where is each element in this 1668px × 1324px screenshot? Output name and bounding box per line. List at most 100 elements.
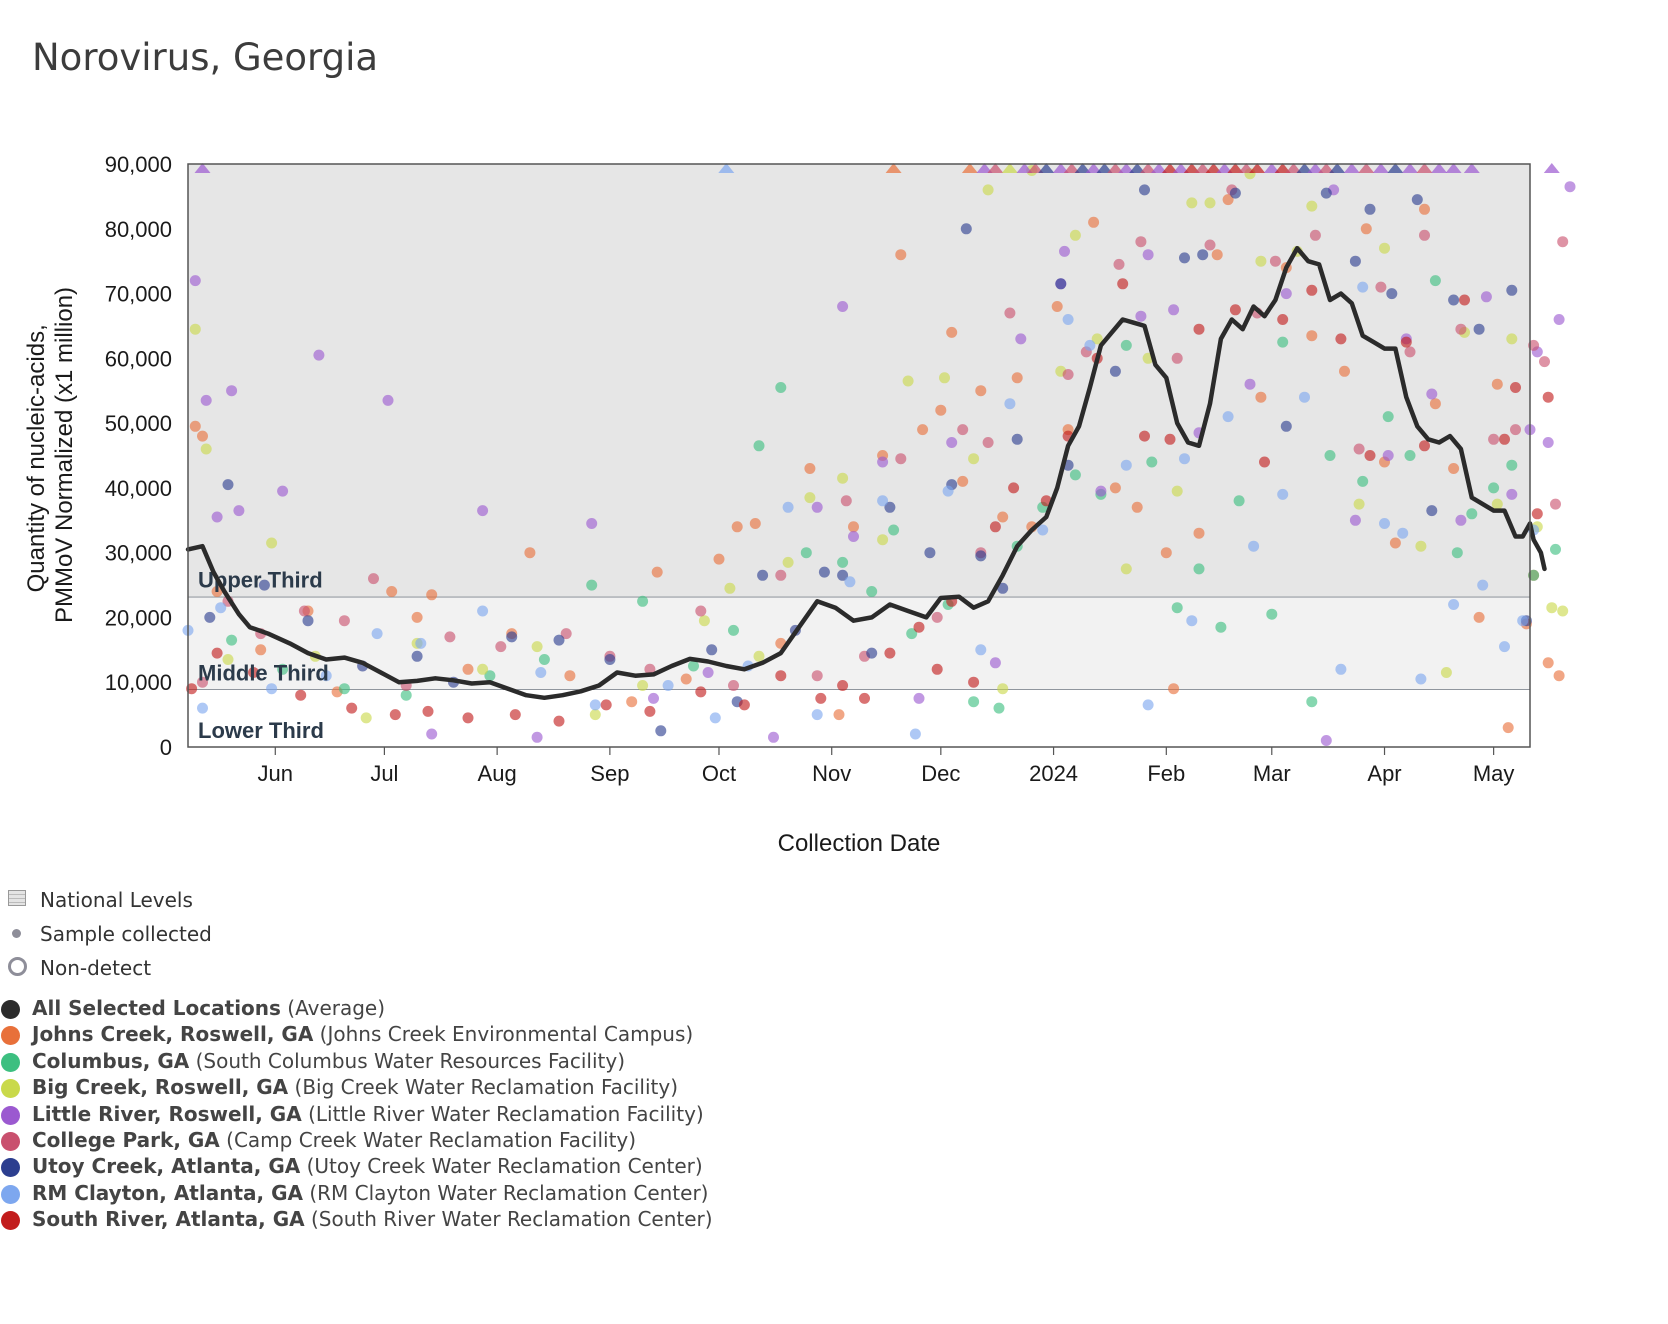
sample-point [968,453,980,465]
location-detail: (Johns Creek Environmental Campus) [319,1022,694,1047]
sample-point [589,709,601,721]
sample-point [1280,420,1292,432]
x-tick-label: Sep [590,761,629,786]
sample-point [1168,304,1180,316]
above-range-triangle [1016,163,1033,173]
sample-point [844,576,856,588]
sample-point [1324,450,1336,461]
sample-point [1488,482,1500,494]
sample-point [1266,608,1278,620]
above-range-triangle [1402,163,1418,173]
above-range-triangle [1107,163,1124,173]
above-range-triangle [1445,163,1462,173]
sample-point [1280,288,1292,300]
sample-point [1091,333,1103,345]
sample-point [255,644,267,656]
sample-point [553,634,565,646]
above-range-triangle [1216,163,1233,173]
sample-point [946,326,958,338]
sample-point [1204,197,1216,209]
sample-point [837,556,849,568]
sample-point [1357,281,1369,293]
sample-point [211,586,223,597]
sample-point [1546,602,1558,614]
sample-point [338,615,350,627]
above-range-triangle [1027,163,1044,173]
sample-point [753,650,765,662]
sample-point [997,683,1009,695]
sample-point [444,631,456,643]
sample-point [360,712,372,724]
location-name: RM Clayton, Atlanta, GA [32,1180,303,1205]
sample-point [1059,245,1070,257]
sample-point [1349,255,1361,267]
sample-point [800,547,812,559]
sample-point [655,725,667,737]
sample-point [626,696,638,708]
sample-point [1051,301,1063,312]
sample-point [1506,333,1518,345]
above-range-triangle [976,163,993,173]
above-range-triangle [1329,163,1346,173]
x-tick-label: May [1473,761,1515,786]
sample-point [993,702,1005,714]
above-range-triangle [1307,163,1324,173]
sample-point [1037,524,1049,536]
y-tick-label: 20,000 [105,605,172,630]
sample-point [197,430,208,442]
sample-point [1488,433,1500,445]
sample-point [804,463,816,474]
sample-point [1120,563,1132,575]
y-tick-label: 70,000 [105,282,172,307]
above-range-triangle [1140,163,1157,173]
sample-point [749,518,761,529]
sample-point [586,579,598,591]
sample-point [189,275,201,287]
above-range-triangle [1074,163,1091,173]
sample-point [1320,187,1332,199]
sample-point [1222,194,1234,206]
non-detect-ring-icon [8,957,27,976]
sample-point [989,657,1001,669]
above-range-triangle [1416,163,1433,173]
sample-point [200,443,212,455]
sample-point [648,692,659,704]
sample-point [1277,314,1289,325]
location-label: Columbus, GA (South Columbus Water Resou… [32,1049,625,1073]
sample-point [815,692,827,704]
sample-point [651,566,663,578]
sample-point [644,705,656,717]
sample-point [222,654,234,665]
sample-point [222,479,234,491]
sample-point [1062,314,1074,325]
sample-point [211,647,223,659]
sample-point [1448,294,1460,306]
sample-point [1502,722,1514,734]
sample-point [1309,229,1321,241]
sample-point [975,385,987,397]
sample-point [997,582,1009,594]
sample-point [731,521,743,533]
above-range-triangle [1001,163,1018,173]
location-label: South River, Atlanta, GA (South River Wa… [32,1207,713,1231]
sample-point [757,569,769,581]
x-tick-label: Jul [370,761,398,786]
sample-point [1299,391,1310,403]
sample-point [1179,453,1190,465]
sample-point [917,424,929,436]
location-name: College Park, GA [32,1128,220,1152]
sample-point [975,550,987,562]
sample-point [1139,184,1150,196]
sample-point [1506,459,1518,471]
sample-point [877,456,889,468]
above-range-triangle [194,163,211,173]
sample-point [1211,249,1223,261]
sample-point [302,615,314,627]
sample-point [1564,181,1576,193]
y-tick-label: 0 [160,735,172,760]
sample-point [1455,323,1467,335]
sample-point [913,692,925,704]
above-range-triangle [1227,163,1244,173]
legend-key-label: National Levels [40,888,193,912]
location-name: All Selected Locations [32,996,281,1020]
